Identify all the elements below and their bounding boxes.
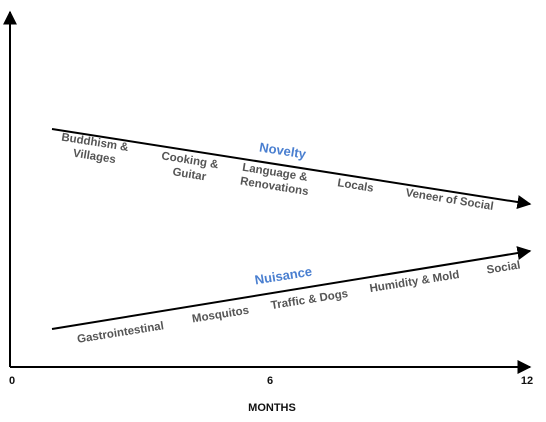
x-tick-label: 6 xyxy=(267,375,273,387)
x-axis-title: MONTHS xyxy=(248,402,296,414)
x-tick-label: 0 xyxy=(9,375,15,387)
nuisance-series-title: Nuisance xyxy=(254,264,313,288)
nuisance-trend-line xyxy=(51,246,532,330)
novelty-trend-line xyxy=(51,128,532,209)
nuisance-item-label: Mosquitos xyxy=(191,305,250,326)
nuisance-item-label: Gastrointestinal xyxy=(76,320,164,346)
novelty-item-label: Cooking & Guitar xyxy=(158,150,222,185)
novelty-item-label: Buddhism & Villages xyxy=(58,132,132,169)
novelty-item-label: Locals xyxy=(337,177,375,195)
nuisance-item-label: Humidity & Mold xyxy=(369,269,460,295)
nuisance-item-label: Social xyxy=(486,259,521,276)
x-tick-label: 12 xyxy=(521,375,533,387)
novelty-series-title: Novelty xyxy=(258,139,307,161)
